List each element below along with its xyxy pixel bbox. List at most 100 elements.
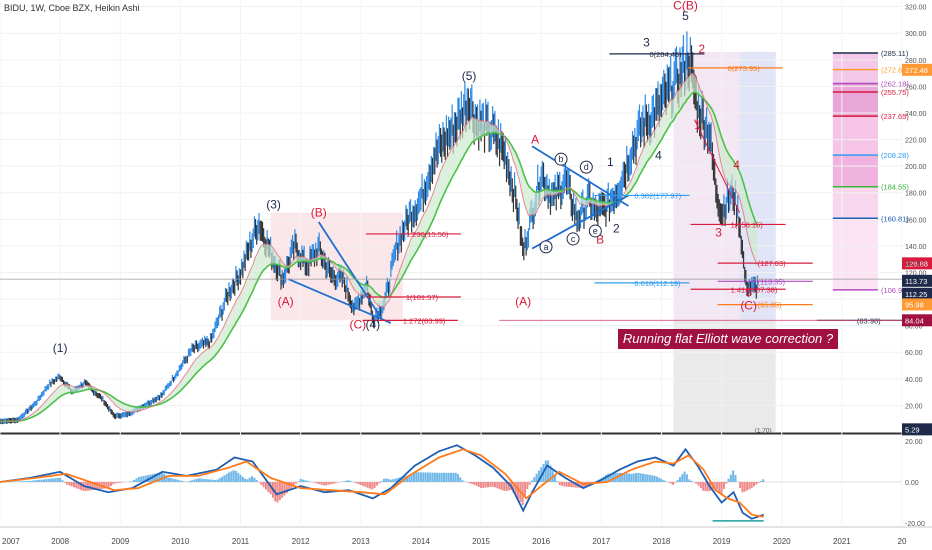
fib-label-9: (113.35) bbox=[758, 277, 786, 286]
y-tick-3: 260.00 bbox=[905, 84, 927, 91]
right-panel-band-3 bbox=[832, 155, 878, 188]
fib-label-10: 1.414(107.38) bbox=[731, 285, 778, 294]
wave-label-10: 1 bbox=[607, 155, 614, 169]
y-tick-9: 140.00 bbox=[905, 244, 927, 251]
x-tick-9: 2016 bbox=[532, 537, 550, 546]
highlight-zones bbox=[270, 51, 878, 432]
x-tick-4: 2011 bbox=[232, 537, 250, 546]
badge-label-1: 126.88 bbox=[905, 259, 928, 268]
badge-bg-1 bbox=[902, 257, 932, 270]
badge-label-5: 84.04 bbox=[905, 316, 924, 325]
x-tick-2: 2009 bbox=[111, 537, 129, 546]
trend-line-3 bbox=[531, 194, 629, 250]
rp-label-8: (106.91) bbox=[881, 286, 909, 295]
badge-bg-4 bbox=[902, 298, 932, 311]
x-tick-10: 2017 bbox=[592, 537, 610, 546]
x-tick-1: 2008 bbox=[51, 537, 69, 546]
right-panel-band-0 bbox=[832, 53, 878, 84]
y-tick-12: 80.00 bbox=[905, 324, 923, 331]
wave-label-19: 4 bbox=[733, 158, 740, 172]
macd-y-tick-1: 0.00 bbox=[905, 480, 919, 487]
fib-label-12: (83.98) bbox=[857, 316, 881, 325]
elliott-callout: Running flat Elliott wave correction ? bbox=[618, 329, 838, 349]
x-tick-0: 2007 bbox=[2, 537, 20, 546]
y-tick-5: 220.00 bbox=[905, 138, 927, 145]
fib-label-7: 1(156.15) bbox=[731, 220, 764, 229]
wave-labels: (1)(3)(A)(B)(C) (4)(5)(A)AB12345C(B)12345… bbox=[53, 0, 757, 355]
y-tick-7: 180.00 bbox=[905, 191, 927, 198]
wave-label-21: (C) bbox=[740, 299, 757, 313]
y-tick-10: 120.00 bbox=[905, 270, 927, 277]
circle-label-0: a bbox=[544, 242, 549, 252]
wave-label-9: B bbox=[596, 232, 604, 246]
badge-bg-5 bbox=[902, 314, 932, 327]
fib-label-4: 0.382(177.97) bbox=[634, 191, 681, 200]
fib-label-2: 1.236(15.56) bbox=[406, 230, 449, 239]
badge-bg-6 bbox=[902, 423, 932, 436]
x-tick-13: 2020 bbox=[773, 537, 791, 546]
axes: 320.00300.00280.00260.00240.00220.00200.… bbox=[2, 5, 932, 546]
x-tick-14: 2021 bbox=[833, 537, 851, 546]
circle-label-3: d bbox=[584, 162, 589, 172]
circle-label-2: c bbox=[571, 234, 576, 244]
badge-label-6: 5.29 bbox=[905, 425, 920, 434]
wave-label-13: 4 bbox=[655, 149, 662, 163]
x-tick-6: 2013 bbox=[352, 537, 370, 546]
rp-label-2: (262.18) bbox=[881, 80, 909, 89]
circle-label-4: e bbox=[593, 226, 598, 236]
wave-label-5: (4) bbox=[365, 317, 380, 331]
y-tick-14: 40.00 bbox=[905, 377, 923, 384]
wave-label-8: A bbox=[531, 133, 539, 147]
fib-label-1: 1.272(83.99) bbox=[403, 316, 446, 325]
circle-mark-1 bbox=[554, 152, 568, 166]
rp-label-4: (237.65) bbox=[881, 112, 909, 121]
rp-label-0: (285.11) bbox=[881, 49, 909, 58]
ema-slow-line bbox=[0, 91, 759, 423]
wave-label-14: 5 bbox=[682, 9, 689, 23]
price-lines bbox=[0, 31, 759, 425]
fib-label-6: 0(273.95) bbox=[728, 64, 761, 73]
x-tick-5: 2012 bbox=[292, 537, 310, 546]
wave-label-16: 1 bbox=[694, 118, 701, 132]
wave-label-1: (3) bbox=[266, 198, 281, 212]
fib-label-11: (95.85) bbox=[758, 301, 782, 310]
wave-label-4: (C) bbox=[349, 317, 366, 331]
corner-label-1: (1.70) bbox=[755, 427, 772, 434]
signal-line bbox=[0, 448, 764, 518]
y-tick-13: 60.00 bbox=[905, 350, 923, 357]
wave-label-17: 2 bbox=[698, 42, 705, 56]
circle-mark-2 bbox=[566, 232, 580, 246]
rp-label-1: (272.64) bbox=[881, 66, 909, 75]
y-tick-2: 280.00 bbox=[905, 58, 927, 65]
rp-label-6: (184.55) bbox=[881, 183, 909, 192]
badge-bg-3 bbox=[902, 287, 932, 300]
macd-y-tick-0: 20.00 bbox=[905, 439, 923, 446]
badge-bg-0 bbox=[902, 63, 932, 76]
y-tick-1: 300.00 bbox=[905, 31, 927, 38]
y-tick-15: 20.00 bbox=[905, 403, 923, 410]
wave-label-18: 3 bbox=[715, 226, 722, 240]
grid bbox=[0, 0, 903, 527]
y-tick-6: 200.00 bbox=[905, 164, 927, 171]
circle-mark-4 bbox=[588, 224, 602, 238]
x-tick-11: 2018 bbox=[653, 537, 671, 546]
fib-label-8: (127.03) bbox=[758, 259, 786, 268]
ema-fast-line bbox=[0, 72, 758, 422]
x-tick-8: 2015 bbox=[472, 537, 490, 546]
macd-panel: 20.00 0.00 -20.00 bbox=[0, 439, 925, 528]
y-tick-8: 160.00 bbox=[905, 217, 927, 224]
badge-label-2: 113.73 bbox=[905, 277, 927, 286]
wave-label-11: 2 bbox=[613, 222, 620, 236]
rp-label-5: (208.28) bbox=[881, 151, 909, 160]
wave-label-3: (B) bbox=[311, 206, 327, 220]
right-panel-band-5 bbox=[832, 219, 878, 290]
x-tick-7: 2014 bbox=[412, 537, 430, 546]
y-tick-0: 320.00 bbox=[905, 5, 927, 12]
y-tick-4: 240.00 bbox=[905, 111, 927, 118]
fib-label-5: 0.618(112.19) bbox=[634, 279, 681, 288]
rp-label-7: (160.81) bbox=[881, 214, 909, 223]
wave-label-2: (A) bbox=[278, 295, 294, 309]
wave-label-0: (1) bbox=[53, 341, 68, 355]
